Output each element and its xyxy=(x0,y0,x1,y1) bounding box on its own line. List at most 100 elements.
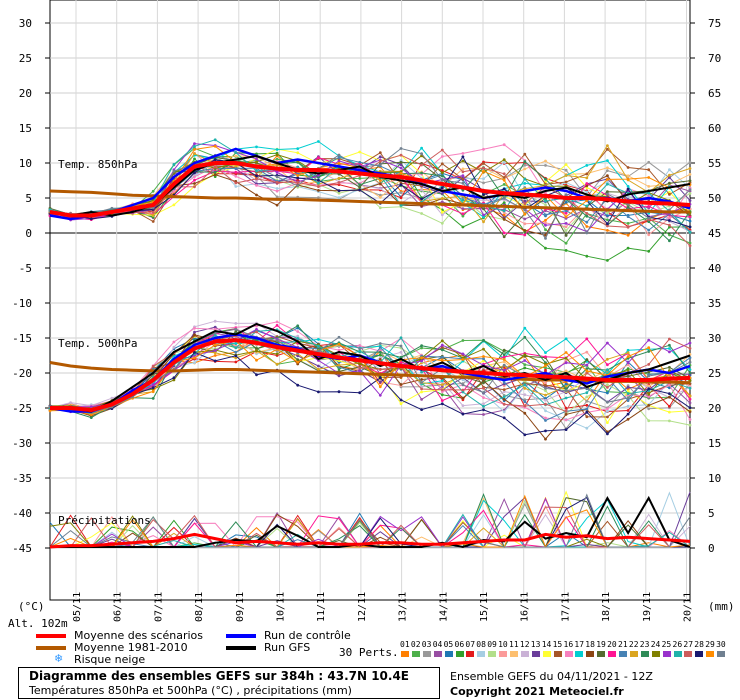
t850-member-point xyxy=(606,182,609,186)
t500-member-point xyxy=(234,342,238,345)
t850-member-point xyxy=(358,160,362,164)
perturbation-label: 03 xyxy=(421,640,432,649)
t500-member-point xyxy=(358,349,362,353)
t850-member-point xyxy=(255,193,258,197)
t500-member-point xyxy=(89,413,93,416)
t500-member-point xyxy=(688,401,692,405)
t500-member-point xyxy=(544,393,547,397)
t850-member-point xyxy=(564,163,568,167)
t500-member-point xyxy=(647,363,651,366)
t500-member-point xyxy=(378,358,382,361)
t500-member-point xyxy=(502,388,506,391)
t850-member-point xyxy=(544,159,547,163)
t500-member-point xyxy=(647,338,651,342)
title-box: Diagramme des ensembles GEFS sur 384h : … xyxy=(18,667,440,699)
t850-member-point xyxy=(275,203,279,207)
t850-member-point xyxy=(647,220,651,224)
t500-member-point xyxy=(275,339,279,342)
t850-member-point xyxy=(688,160,692,164)
t500-member-point xyxy=(585,399,589,403)
t500-member-point xyxy=(213,343,217,347)
date-label: 09/11 xyxy=(235,592,246,622)
t850-member-point xyxy=(606,190,609,194)
right-tick-label: 0 xyxy=(708,542,715,555)
t850-member-point xyxy=(482,181,485,185)
t850-member-point xyxy=(626,166,630,169)
perturbation-swatch xyxy=(575,651,584,657)
t850-member-point xyxy=(606,222,609,226)
t500-member-point xyxy=(626,351,630,355)
right-tick-label: 25 xyxy=(708,367,721,380)
t850-member-point xyxy=(523,182,527,185)
perturbation-count: 30 Perts. xyxy=(339,646,399,659)
t850-member-point xyxy=(399,203,403,207)
t500-member-point xyxy=(647,419,651,423)
t500-member-point xyxy=(482,402,485,406)
t850-member-point xyxy=(564,200,568,204)
t500-member-point xyxy=(502,390,506,393)
t500-member-point xyxy=(461,412,465,416)
t500-member-point xyxy=(461,396,465,400)
t850-member-point xyxy=(647,249,651,253)
right-tick-label: 70 xyxy=(708,52,721,65)
t850-member-point xyxy=(523,167,527,171)
t850-member-line xyxy=(49,155,691,216)
t500-member-point xyxy=(688,371,692,375)
t850-member-point xyxy=(606,229,609,232)
t850-member-point xyxy=(626,222,630,225)
t500-member-point xyxy=(275,352,279,356)
t500-member-point xyxy=(420,344,423,348)
altitude-label: Alt. 102m xyxy=(8,617,68,630)
t500-member-point xyxy=(626,389,630,393)
t850-member-point xyxy=(688,173,692,176)
t500-member-point xyxy=(461,404,465,407)
perturbation-swatch xyxy=(717,651,726,657)
t500-member-point xyxy=(668,383,671,387)
t850-member-point xyxy=(523,222,527,226)
t500-member-point xyxy=(378,346,382,349)
t850-member-point xyxy=(544,221,547,225)
t850-member-point xyxy=(337,181,341,184)
t500-member-point xyxy=(193,333,196,337)
right-tick-label: 75 xyxy=(708,17,721,30)
t850-member-point xyxy=(151,213,155,217)
t850-member-point xyxy=(337,189,341,193)
t850-member-point xyxy=(193,175,196,179)
t500-member-point xyxy=(626,385,630,389)
t850-member-point xyxy=(502,235,506,239)
t850-member-point xyxy=(564,193,568,197)
copyright: Copyright 2021 Meteociel.fr xyxy=(450,685,624,698)
t500-member-point xyxy=(296,337,300,340)
t850-member-point xyxy=(151,220,155,223)
perturbation-label: 14 xyxy=(541,640,552,649)
t500-member-point xyxy=(606,383,609,386)
t850-member-point xyxy=(172,163,176,166)
t850-member-point xyxy=(564,211,568,215)
date-label: 18/11 xyxy=(601,592,612,622)
t500-member-point xyxy=(564,359,568,362)
t500-member-point xyxy=(317,367,320,371)
t850-member-point xyxy=(668,168,671,172)
perturbation-label: 08 xyxy=(476,640,486,649)
t850-member-point xyxy=(420,171,423,175)
t500-member-point xyxy=(626,363,630,367)
t500-member-point xyxy=(668,350,671,354)
t500-member-line xyxy=(49,325,691,419)
t850-member-point xyxy=(585,164,589,167)
t850-member-point xyxy=(688,215,692,219)
t850-member-point xyxy=(564,215,568,219)
t500-member-point xyxy=(606,341,609,345)
t500-member-point xyxy=(564,361,568,365)
t850-member-point xyxy=(668,175,671,179)
title-line2: Températures 850hPa et 500hPa (°C) , pré… xyxy=(29,684,352,697)
t500-member-point xyxy=(440,388,444,392)
t850-member-point xyxy=(420,146,423,150)
t850-member-point xyxy=(606,259,609,262)
t850-member-point xyxy=(420,197,423,201)
t850-member-point xyxy=(275,180,279,184)
perturbation-label: 01 xyxy=(400,640,410,649)
t500-member-point xyxy=(668,419,671,423)
t500-member-point xyxy=(606,400,609,404)
left-tick-label: -5 xyxy=(19,262,32,275)
t500-member-point xyxy=(461,352,465,356)
